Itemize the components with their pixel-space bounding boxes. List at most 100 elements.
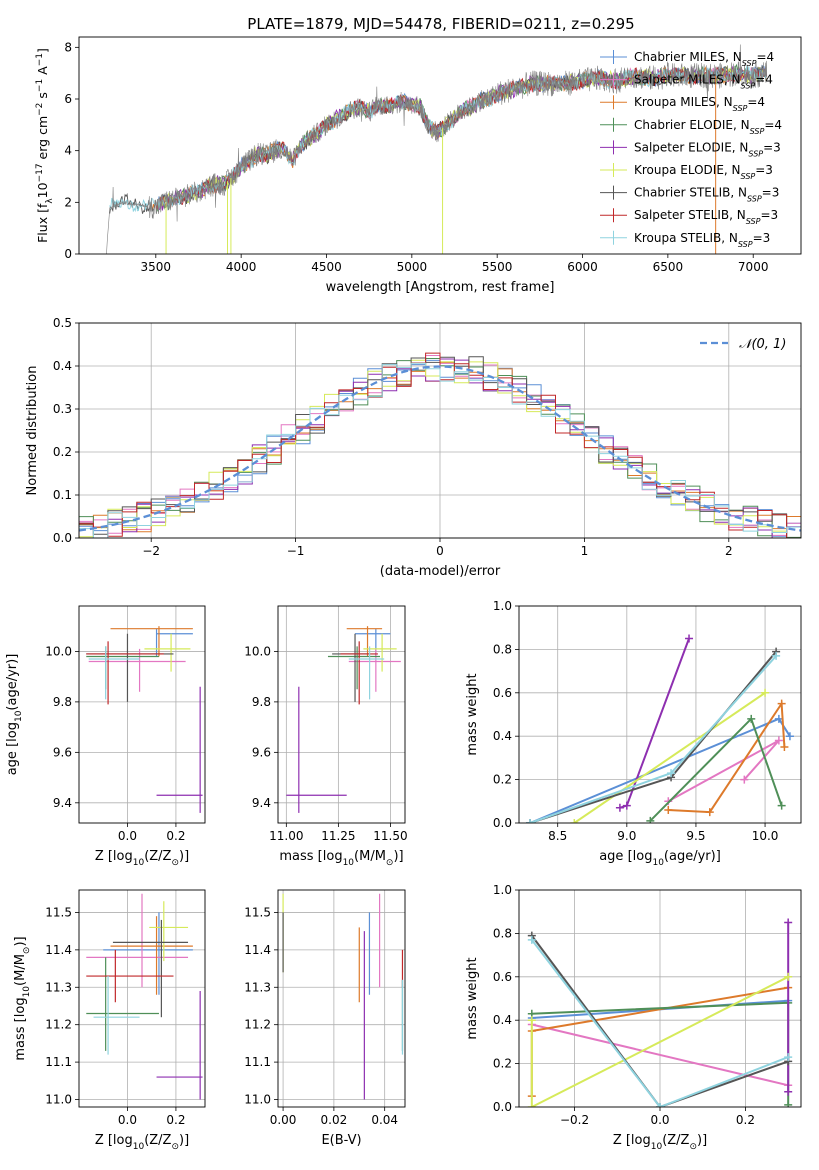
x-tick-label: 5000 [397,260,428,274]
y-tick-label: 11.1 [244,1055,271,1069]
errorbar-chabrier-elodie [86,957,159,1051]
x-tick-label: 0.04 [371,1113,398,1127]
y-tick-label: 0.2 [493,773,512,787]
charts-layer: 3500 4000 4500 5000 5500 6000 6500 7000 0 2 4 6 8 wav… [5,36,802,1152]
y-tick-label: 6 [64,92,72,106]
chart-residuals: −2 −1 0 1 2 0.0 0.1 0.2 0.3 0.4 0.5 (data-model)/er… [25,316,802,579]
weight-marker [685,634,694,643]
weight-marker [777,699,786,708]
y-tick-label: 9.8 [53,695,72,709]
y-tick-label: 10.0 [45,644,72,658]
x-axis-label: age [log10(age/yr)] [599,849,721,868]
weight-series-chabrier-elodie [646,714,786,823]
x-axis-label: Z [log10(Z/Z⊙)] [95,849,189,868]
y-tick-label: 4 [64,144,72,158]
y-tick-label: 0.4 [53,359,72,373]
x-tick-label: −0.2 [560,1113,589,1127]
weight-marker [570,819,579,823]
weight-marker [784,1087,793,1096]
weight-series-kroupa-stelib [527,935,793,1107]
x-tick-label: 2 [725,544,733,558]
weight-series-salpeter-elodie [615,634,694,812]
weight-marker [747,714,756,723]
errorbar-kroupa-stelib [93,976,140,1055]
x-tick-label: 7000 [738,260,769,274]
errorbar-chabrier-miles [155,628,193,657]
chart-weight-vs-z: −0.2 0.0 0.2 0.0 0.2 0.4 0.6 0.8 1.0 Z [log10(Z/Z… [465,883,802,1152]
axes-frame [518,605,802,824]
weight-marker [784,1100,793,1107]
chart-age-vs-mass: 11.00 11.25 11.50 9.4 9.6 9.8 10.0 mass [log10(… [244,605,408,868]
y-tick-label: 11.1 [45,1055,72,1069]
x-axis-label: Z [log10(Z/Z⊙)] [613,1133,707,1152]
weight-line [531,939,789,1107]
x-tick-label: 11.00 [269,829,303,843]
weight-series-salpeter-miles [664,736,783,806]
weight-marker [784,1053,793,1062]
x-tick-label: 0.0 [118,829,137,843]
errorbar-salpeter-elodie [156,991,203,1100]
y-axis-label: mass [log10(M/M⊙)] [13,936,32,1060]
weight-marker [784,918,793,927]
x-tick-label: 9.0 [617,829,636,843]
x-tick-label: 6000 [567,260,598,274]
errorbar-salpeter-stelib [86,641,164,705]
chart-age-vs-z: 0.0 0.2 9.4 9.6 9.8 10.0 Z [log10(Z/Z⊙)] age [l… [5,605,206,868]
y-tick-label: 0.5 [53,316,72,330]
weight-marker [777,801,786,810]
legend-label: Salpeter STELIB, NSSP=3 [634,208,778,226]
weight-line [530,975,789,1107]
chart-weight-vs-age: 8.5 9.0 9.5 10.0 0.0 0.2 0.4 0.6 0.8 1.0 age [log1… [465,599,802,868]
y-tick-label: 0.0 [493,816,512,830]
axes-frame [78,322,802,539]
x-tick-label: 11.25 [321,829,355,843]
plot-area [106,44,768,254]
legend: Chabrier MILES, NSSP=4 Salpeter MILES, NS… [600,50,782,248]
x-tick-label: 0.0 [118,1113,137,1127]
x-tick-label: 9.5 [686,829,705,843]
axes-frame [78,605,206,824]
plot-area [526,634,794,823]
plot-area [86,893,203,1100]
y-tick-label: 0.8 [493,926,512,940]
x-tick-label: 0.0 [650,1113,669,1127]
x-tick-label: 0 [436,544,444,558]
weight-marker [774,714,783,723]
weight-marker [667,769,676,778]
weight-marker [527,1103,536,1107]
x-tick-label: 0.02 [321,1113,348,1127]
y-tick-label: 10.0 [244,644,271,658]
y-tick-label: 9.8 [252,695,271,709]
x-axis-label: Z [log10(Z/Z⊙)] [95,1133,189,1152]
y-tick-label: 0.6 [493,970,512,984]
y-tick-label: 1.0 [493,883,512,897]
plot-area [527,918,793,1107]
y-axis-label: age [log10(age/yr)] [5,654,24,776]
x-tick-label: 4500 [311,260,342,274]
y-axis-label: Normed distribution [25,366,40,496]
y-tick-label: 0.8 [493,642,512,656]
errorbar-kroupa-stelib [88,646,140,700]
y-tick-label: 11.2 [244,1018,271,1032]
y-tick-label: 11.3 [244,980,271,994]
errorbar-salpeter-elodie [286,686,347,813]
legend-label: Kroupa ELODIE, NSSP=3 [634,163,773,181]
y-tick-label: 9.4 [252,796,271,810]
legend-label: Salpeter MILES, NSSP=4 [634,73,773,91]
y-tick-label: 9.6 [53,745,72,759]
x-tick-label: 0.2 [166,1113,185,1127]
errorbar-salpeter-stelib [86,949,174,1003]
x-tick-label: 11.50 [373,829,407,843]
y-tick-label: 8 [64,40,72,54]
legend-label: Salpeter ELODIE, NSSP=3 [634,140,781,158]
errorbar-salpeter-stelib [340,641,378,705]
errorbar-chabrier-miles [103,912,193,995]
y-tick-label: 11.3 [45,980,72,994]
x-tick-label: −1 [287,544,305,558]
axes-frame [78,36,802,255]
y-tick-label: 1.0 [493,599,512,613]
normal-reference-curve [79,365,801,532]
x-tick-label: 5500 [482,260,513,274]
weight-marker [646,816,655,823]
y-tick-label: 9.4 [53,796,72,810]
